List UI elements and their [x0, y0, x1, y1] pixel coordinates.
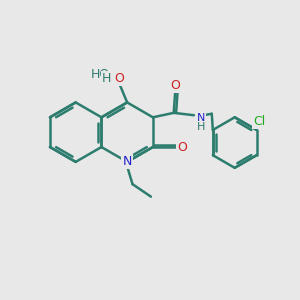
Text: O: O: [177, 140, 187, 154]
Text: Cl: Cl: [254, 115, 266, 128]
Text: O: O: [114, 72, 124, 85]
Text: N: N: [197, 113, 205, 123]
Text: H: H: [102, 72, 111, 85]
Text: HO: HO: [91, 68, 110, 81]
Text: O: O: [170, 79, 180, 92]
Text: N: N: [122, 155, 132, 168]
Text: H: H: [197, 122, 205, 131]
